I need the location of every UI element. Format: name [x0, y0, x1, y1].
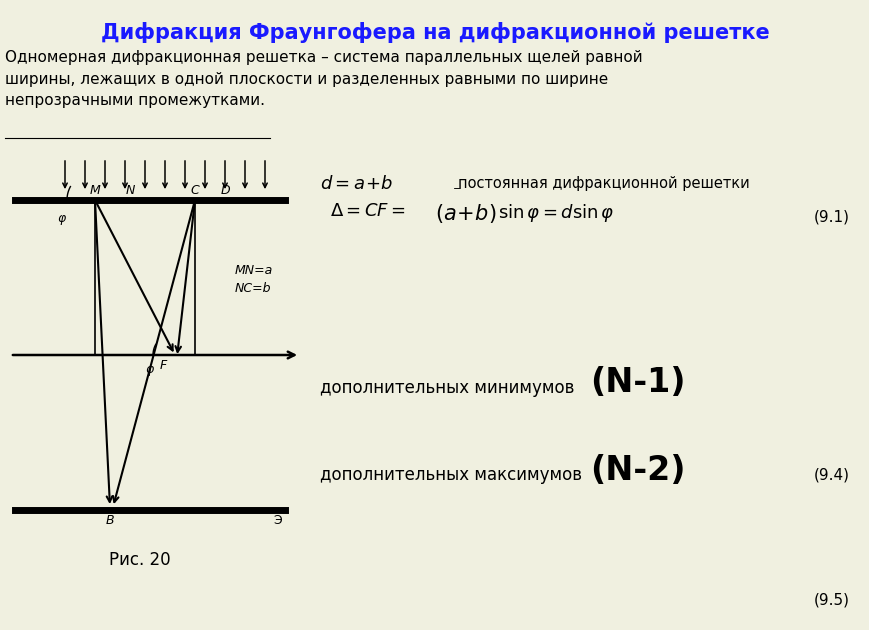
Text: MN=a: MN=a	[235, 263, 273, 277]
Text: φ: φ	[145, 363, 153, 376]
Text: $d = a\!+\! b$: $d = a\!+\! b$	[320, 175, 393, 193]
Text: постоянная дифракционной решетки: постоянная дифракционной решетки	[457, 176, 749, 191]
Text: D: D	[220, 184, 229, 197]
Text: Э: Э	[274, 514, 282, 527]
Text: N: N	[125, 184, 135, 197]
Text: (9.1): (9.1)	[813, 210, 849, 225]
Text: (9.4): (9.4)	[813, 467, 849, 483]
Text: $_-$: $_-$	[449, 175, 461, 190]
Text: φ: φ	[57, 212, 65, 225]
Text: NC=b: NC=b	[235, 282, 271, 294]
Text: дополнительных максимумов: дополнительных максимумов	[320, 466, 581, 484]
Text: (9.5): (9.5)	[813, 592, 849, 607]
Text: Рис. 20: Рис. 20	[109, 551, 170, 569]
Text: $\mathit{(a\!+\! b)}$: $\mathit{(a\!+\! b)}$	[434, 202, 496, 225]
Text: F: F	[159, 359, 167, 372]
Text: (N-2): (N-2)	[589, 454, 685, 486]
Text: B: B	[105, 514, 114, 527]
Text: Одномерная дифракционная решетка – система параллельных щелей равной
ширины, леж: Одномерная дифракционная решетка – систе…	[5, 50, 642, 108]
Text: Дифракция Фраунгофера на дифракционной решетке: Дифракция Фраунгофера на дифракционной р…	[101, 22, 768, 43]
Text: M: M	[90, 184, 100, 197]
Text: (N-1): (N-1)	[589, 367, 685, 399]
Text: дополнительных минимумов: дополнительных минимумов	[320, 379, 574, 397]
Text: C: C	[190, 184, 199, 197]
Text: $\Delta = \mathit{CF} = $: $\Delta = \mathit{CF} = $	[329, 202, 406, 220]
Text: $\mathrm{sin}\,\varphi = \mathit{d}\mathrm{sin}\,\varphi$: $\mathrm{sin}\,\varphi = \mathit{d}\math…	[497, 202, 614, 224]
